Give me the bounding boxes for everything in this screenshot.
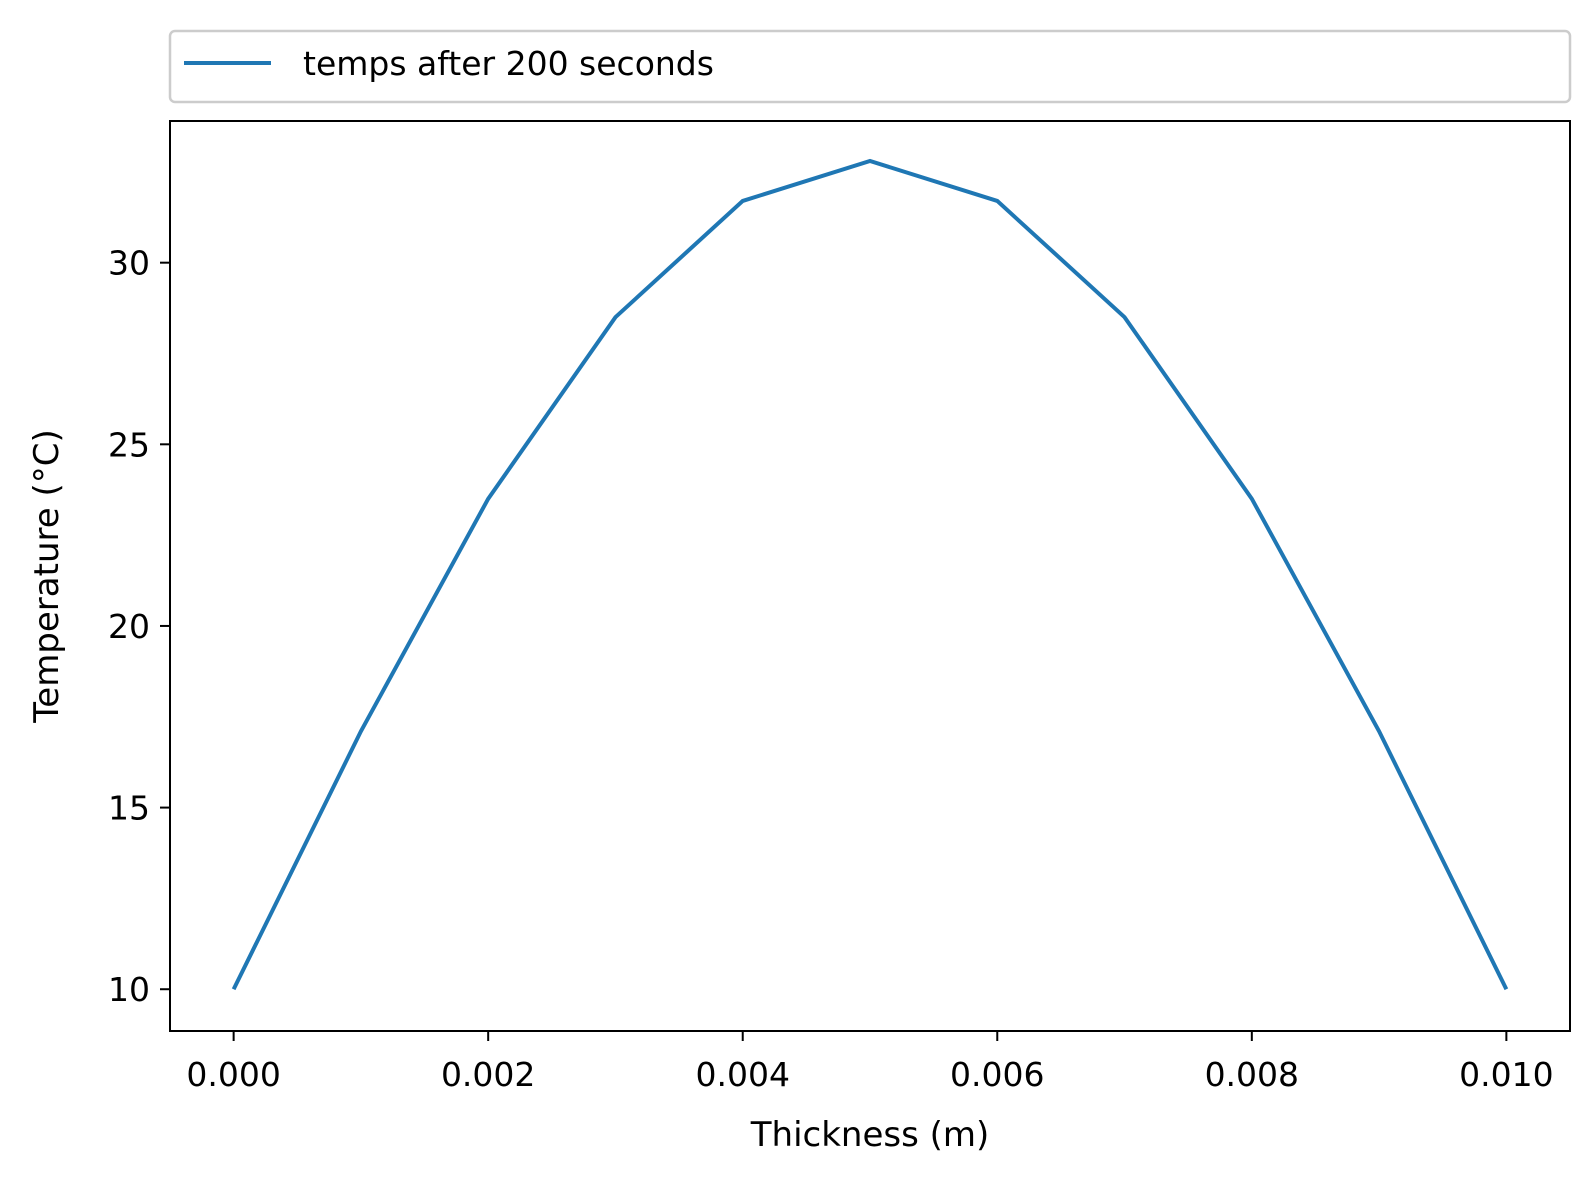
y-tick-label: 30 [108,244,150,283]
x-tick-label: 0.008 [1205,1055,1299,1094]
x-tick-label: 0.006 [950,1055,1044,1094]
x-tick-label: 0.002 [441,1055,535,1094]
legend-entry-label: temps after 200 seconds [303,44,714,83]
legend-frame [168,29,1572,104]
plot-area-frame [169,120,1571,1032]
x-tick-label: 0.000 [186,1055,280,1094]
y-axis-ticks: 10 15 20 25 30 [108,244,170,1009]
x-axis-ticks: 0.000 0.002 0.004 0.006 0.008 0.010 [186,1031,1554,1094]
y-tick-label: 20 [108,607,150,646]
series-line-temps [231,158,1509,991]
y-tick-label: 10 [108,970,150,1009]
x-axis-label: Thickness (m) [750,1115,990,1155]
y-axis-label: Temperature (°C) [27,429,67,723]
y-tick-label: 25 [108,425,150,464]
x-tick-label: 0.010 [1459,1055,1553,1094]
x-tick-label: 0.004 [695,1055,789,1094]
legend: temps after 200 seconds [168,29,1572,104]
y-tick-label: 15 [108,789,150,828]
